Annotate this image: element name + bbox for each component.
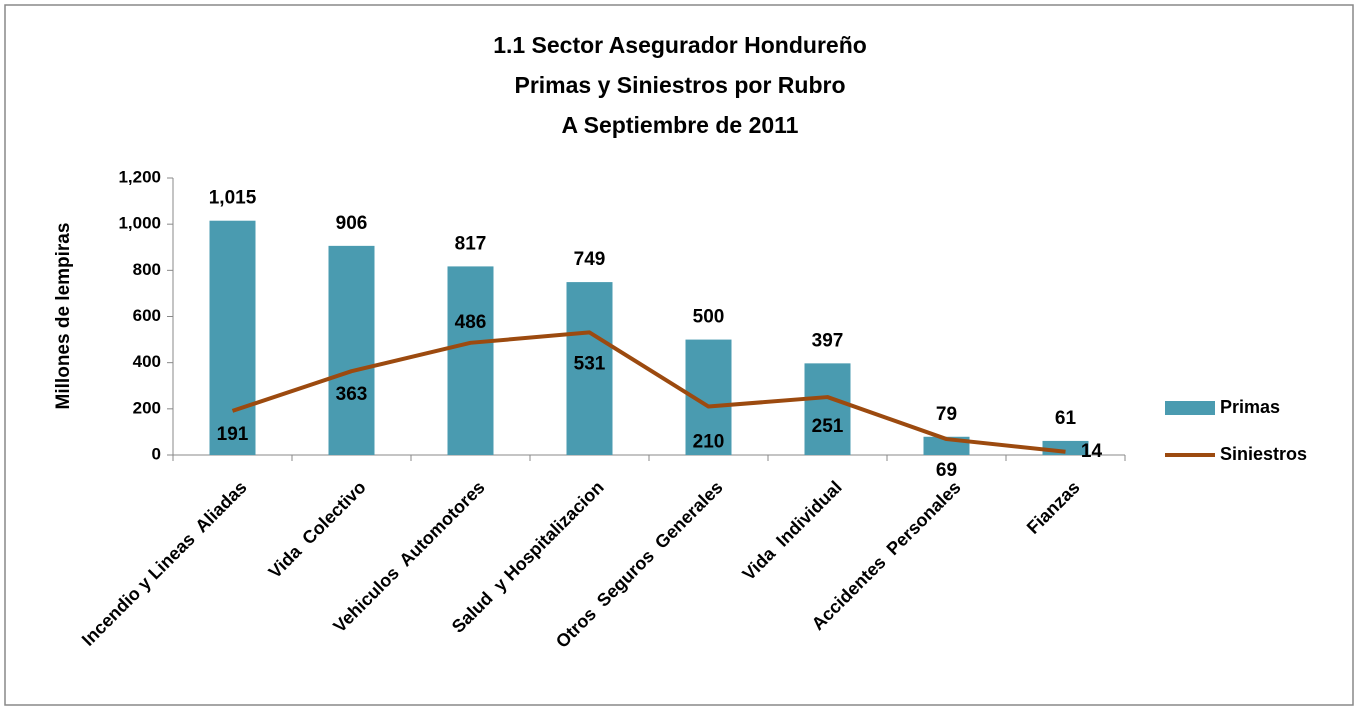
data-label: 69 [936,460,957,481]
bar [447,266,494,455]
data-label: 531 [574,353,606,374]
data-label: 210 [693,432,725,453]
bar [328,245,375,455]
chart-title: A Septiembre de 2011 [562,112,799,138]
data-label: 817 [455,233,487,254]
data-label: 397 [812,330,844,351]
y-tick-label: 1,000 [118,214,161,233]
legend-label: Primas [1220,397,1280,417]
data-label: 749 [574,249,606,270]
data-label: 14 [1081,441,1103,462]
y-tick-label: 1,200 [118,167,161,186]
data-label: 61 [1055,408,1077,429]
data-label: 486 [455,312,487,333]
legend-label: Siniestros [1220,444,1307,464]
y-tick-label: 400 [133,352,161,371]
chart-border [4,4,1354,706]
data-label: 1,015 [209,188,257,209]
bar [209,220,256,455]
bar [566,282,613,455]
y-tick-label: 0 [152,444,161,463]
legend-swatch [1165,401,1215,415]
data-label: 79 [936,404,957,425]
line [231,330,1066,454]
data-label: 906 [336,213,368,234]
chart-title: 1.1 Sector Asegurador Hondureño [493,32,867,58]
data-label: 500 [693,307,725,328]
chart-title: Primas y Siniestros por Rubro [514,72,845,98]
data-label: 251 [812,416,844,437]
y-tick-label: 600 [133,306,161,325]
y-tick-label: 800 [133,260,161,279]
data-label: 363 [336,384,368,405]
y-tick-label: 200 [133,398,161,417]
data-label: 191 [217,424,249,445]
bar [804,363,851,455]
y-axis-label: Millones de lempiras [53,223,74,410]
